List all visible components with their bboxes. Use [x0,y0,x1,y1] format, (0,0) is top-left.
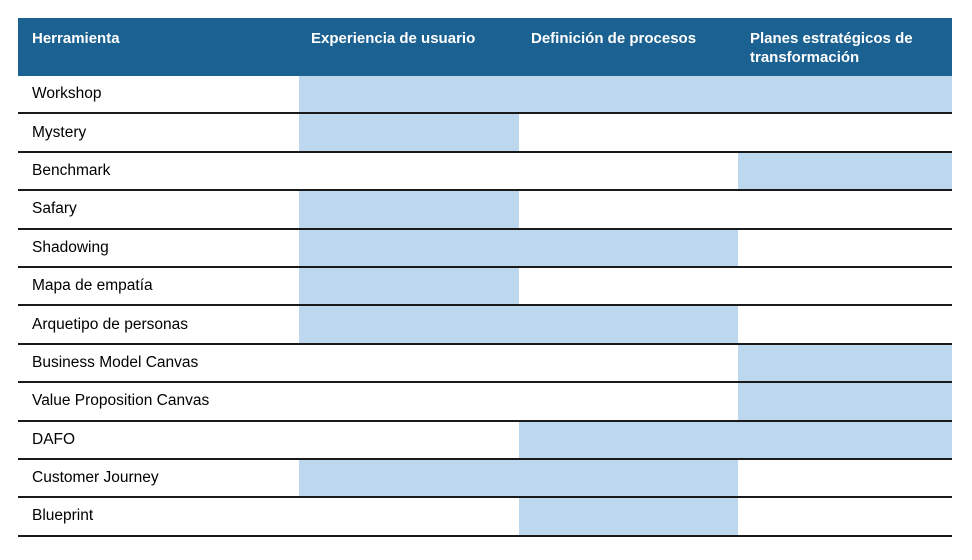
capability-cell-planes-highlighted [738,76,952,113]
capability-cell-definicion-empty [519,191,738,227]
capability-cell-definicion-highlighted [519,421,738,458]
capability-cell-planes-highlighted [738,344,952,382]
capability-cell-experiencia-highlighted [299,191,519,228]
capability-cell-planes-empty [738,230,952,266]
tool-name-cell: Safary [32,200,77,218]
table-row: Workshop [18,76,952,115]
capability-cell-planes-empty [738,114,952,150]
table-row: Blueprint [18,498,952,537]
capability-cell-planes-empty [738,306,952,342]
table-row: Arquetipo de personas [18,306,952,345]
capability-cell-definicion-highlighted [519,498,738,535]
table-header-row: Herramienta Experiencia de usuario Defin… [18,18,952,76]
capability-cell-planes-empty [738,268,952,304]
table-row: Shadowing [18,229,952,268]
table-row: Mapa de empatía [18,267,952,307]
capability-cell-definicion-highlighted [519,76,738,113]
tool-name-cell: DAFO [32,430,76,448]
capability-cell-experiencia-highlighted [299,114,519,151]
capability-cell-definicion-highlighted [519,306,738,343]
capability-cell-definicion-highlighted [519,459,738,497]
capability-cell-planes-highlighted [738,421,952,458]
capability-cell-experiencia-empty [299,345,519,381]
capability-cell-experiencia-empty [299,153,519,189]
tool-name-cell: Benchmark [32,161,111,179]
capability-cell-planes-highlighted [738,152,952,190]
table-row: Benchmark [18,152,952,192]
table-row: Safary [18,191,952,230]
tool-name-cell: Arquetipo de personas [32,315,188,333]
capability-cell-experiencia-highlighted [299,267,519,305]
column-header-herramienta: Herramienta [32,30,120,47]
tool-name-cell: Value Proposition Canvas [32,392,210,410]
tool-name-cell: Mapa de empatía [32,277,153,295]
column-header-planes-estrategicos: Planes estratégicos de transformación [750,30,913,66]
column-header-experiencia-de-usuario: Experiencia de usuario [311,30,476,47]
tool-name-cell: Shadowing [32,238,109,256]
capability-cell-experiencia-highlighted [299,229,519,266]
capability-cell-experiencia-empty [299,383,519,419]
table-row: Value Proposition Canvas [18,383,952,422]
table-row: DAFO [18,421,952,460]
tool-name-cell: Customer Journey [32,469,159,487]
capability-cell-experiencia-empty [299,422,519,458]
table-row: Business Model Canvas [18,344,952,384]
capability-cell-definicion-empty [519,114,738,150]
table-row: Customer Journey [18,459,952,499]
tool-name-cell: Blueprint [32,507,94,525]
column-header-definicion-de-procesos: Definición de procesos [531,30,697,47]
tools-matrix-table: Herramienta Experiencia de usuario Defin… [18,18,952,537]
capability-cell-definicion-empty [519,153,738,189]
capability-cell-definicion-empty [519,345,738,381]
capability-cell-planes-highlighted [738,383,952,420]
capability-cell-experiencia-highlighted [299,76,519,113]
capability-cell-experiencia-highlighted [299,306,519,343]
capability-cell-experiencia-highlighted [299,459,519,497]
capability-cell-planes-empty [738,460,952,496]
capability-cell-definicion-highlighted [519,229,738,266]
capability-cell-planes-empty [738,191,952,227]
table-row: Mystery [18,114,952,153]
capability-cell-definicion-empty [519,383,738,419]
tool-name-cell: Mystery [32,123,87,141]
table-body: Workshop Mystery Benchmark Safary Shadowing M… [18,76,952,537]
capability-cell-definicion-empty [519,268,738,304]
tool-name-cell: Business Model Canvas [32,353,199,371]
capability-cell-experiencia-empty [299,498,519,534]
capability-cell-planes-empty [738,498,952,534]
tool-name-cell: Workshop [32,85,102,103]
